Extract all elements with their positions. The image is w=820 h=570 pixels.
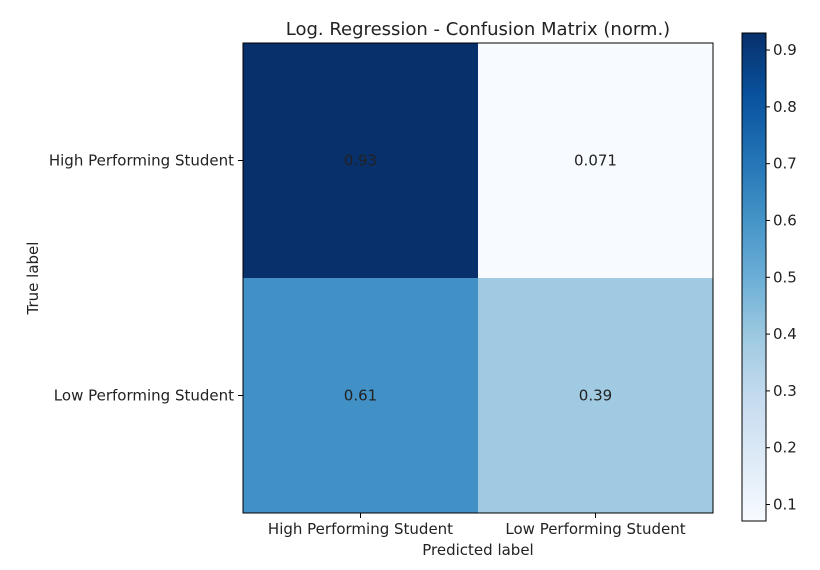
x-tick-label-1: Low Performing Student <box>505 520 685 538</box>
colorbar-tick-label-3: 0.4 <box>773 325 797 343</box>
heatmap-cell-1-1 <box>478 278 713 513</box>
colorbar-tick-label-2: 0.3 <box>773 382 797 400</box>
heatmap-cell-1-0 <box>243 278 478 513</box>
colorbar-tick-label-6: 0.7 <box>773 155 797 173</box>
cell-labels: 0.93 0.071 0.61 0.39 <box>344 152 617 405</box>
colorbar-tick-label-8: 0.9 <box>773 41 797 59</box>
heatmap-cells <box>243 43 713 513</box>
colorbar-tick-label-0: 0.1 <box>773 496 797 514</box>
colorbar-tick-label-1: 0.2 <box>773 439 797 457</box>
x-axis-label: Predicted label <box>422 541 533 559</box>
cell-value-0-0: 0.93 <box>344 152 377 170</box>
heatmap-cell-0-0 <box>243 43 478 278</box>
heatmap-cell-0-1 <box>478 43 713 278</box>
colorbar-tick-label-5: 0.6 <box>773 211 797 229</box>
x-axis-ticks: High Performing Student Low Performing St… <box>268 513 686 538</box>
cell-value-1-0: 0.61 <box>344 387 377 405</box>
chart-title: Log. Regression - Confusion Matrix (norm… <box>286 19 670 40</box>
colorbar <box>741 32 767 522</box>
x-tick-label-0: High Performing Student <box>268 520 453 538</box>
y-tick-label-1: Low Performing Student <box>54 387 234 405</box>
y-axis-ticks: High Performing Student Low Performing St… <box>49 152 243 405</box>
colorbar-ticks: 0.1 0.2 0.3 0.4 0.5 0.6 0.7 0.8 0.9 <box>766 41 797 514</box>
cell-value-1-1: 0.39 <box>579 387 612 405</box>
y-axis-label: True label <box>24 242 42 316</box>
plot-frame <box>242 42 714 514</box>
colorbar-tick-label-4: 0.5 <box>773 268 797 286</box>
cell-value-0-1: 0.071 <box>574 152 617 170</box>
y-tick-label-0: High Performing Student <box>49 152 234 170</box>
colorbar-tick-label-7: 0.8 <box>773 98 797 116</box>
